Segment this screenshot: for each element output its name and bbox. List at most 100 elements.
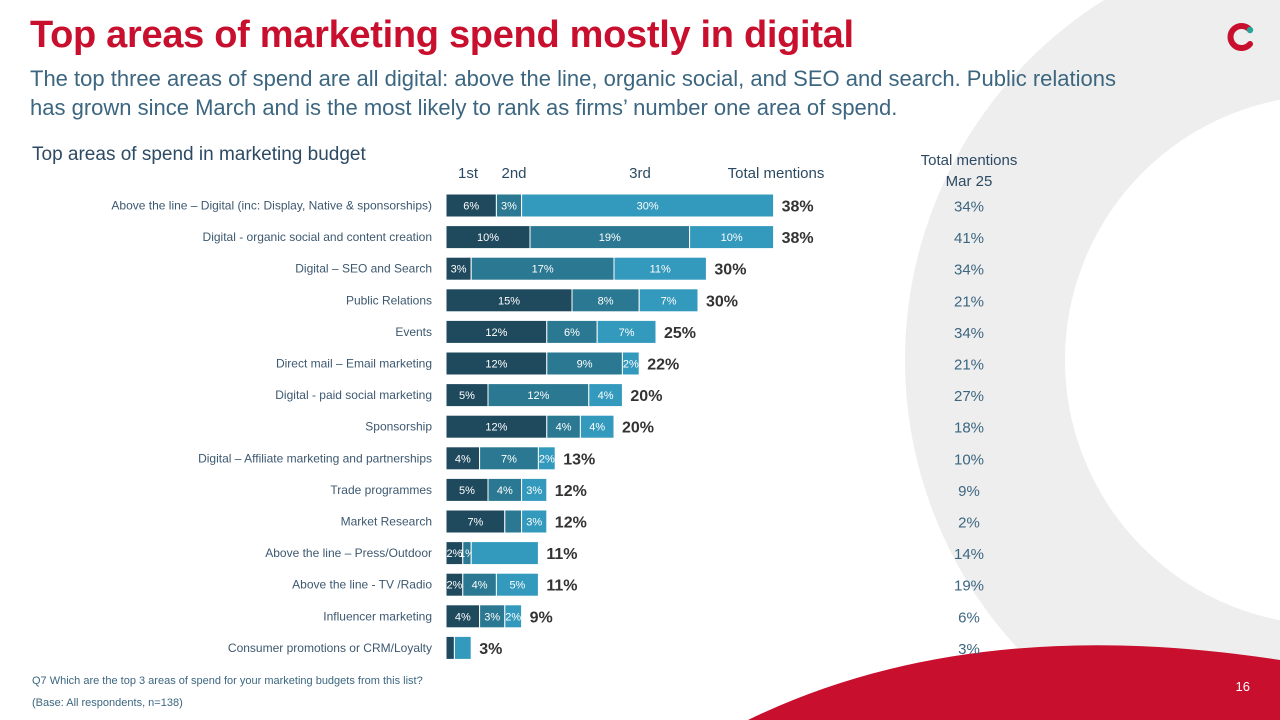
slide-subtitle: The top three areas of spend are all dig… — [30, 66, 1116, 120]
data-label-2nd: 9% — [577, 359, 593, 371]
data-label-1st: 6% — [463, 201, 479, 213]
bar-segment-3rd — [504, 604, 523, 629]
data-label-1st: 3% — [451, 264, 467, 276]
data-label-1st: 5% — [459, 485, 475, 497]
total-mentions-value: 12% — [555, 483, 587, 500]
footnote-question: Q7 Which are the top 3 areas of spend fo… — [32, 675, 423, 687]
category-label: Events — [395, 325, 432, 339]
total-mentions-value: 25% — [664, 325, 696, 342]
data-label-2nd: 3% — [484, 611, 500, 623]
category-label: Trade programmes — [330, 483, 432, 497]
total-mentions-mar25-value: 2% — [958, 515, 980, 532]
category-label: Digital – Affiliate marketing and partne… — [198, 451, 432, 465]
total-mentions-value: 22% — [647, 357, 679, 374]
bar-segment-3rd — [638, 288, 699, 313]
column-header-mar25-line1: Total mentions — [921, 152, 1018, 169]
background-ring — [905, 0, 1280, 720]
data-label-1st: 15% — [498, 295, 520, 307]
data-label-2nd: 12% — [527, 390, 549, 402]
total-mentions-mar25-value: 10% — [954, 451, 984, 468]
category-label: Influencer marketing — [323, 609, 432, 623]
data-label-2nd: 8% — [598, 295, 614, 307]
data-label-3rd: 30% — [637, 201, 659, 213]
bar-segment-3rd — [521, 193, 775, 218]
column-header-2nd: 2nd — [501, 165, 526, 182]
data-label-1st: 12% — [485, 327, 507, 339]
total-mentions-value: 20% — [630, 388, 662, 405]
total-mentions-mar25-value: 9% — [958, 483, 980, 500]
data-label-3rd: 4% — [598, 390, 614, 402]
data-label-3rd: 3% — [526, 485, 542, 497]
data-label-3rd: 5% — [509, 580, 525, 592]
bottom-wave — [748, 645, 1280, 720]
total-mentions-value: 3% — [479, 641, 502, 658]
data-label-1st: 7% — [467, 517, 483, 529]
data-label-1st: 5% — [459, 390, 475, 402]
category-label: Above the line - TV /Radio — [292, 578, 432, 592]
total-mentions-value: 9% — [530, 609, 553, 626]
column-header-3rd: 3rd — [629, 165, 651, 182]
data-label-1st: 10% — [477, 232, 499, 244]
data-label-2nd: 19% — [599, 232, 621, 244]
total-mentions-value: 30% — [714, 262, 746, 279]
category-label: Public Relations — [346, 293, 432, 307]
total-mentions-value: 38% — [782, 199, 814, 216]
category-label: Market Research — [341, 515, 432, 529]
total-mentions-mar25-value: 34% — [954, 199, 984, 216]
category-label: Digital - organic social and content cre… — [203, 230, 432, 244]
bar-segment-3rd — [596, 319, 657, 344]
total-mentions-mar25-value: 19% — [954, 578, 984, 595]
data-label-3rd: 11% — [650, 264, 671, 276]
data-label-2nd: 3% — [501, 201, 517, 213]
total-mentions-value: 30% — [706, 293, 738, 310]
data-label-1st: 4% — [455, 611, 471, 623]
data-label-2nd: 6% — [564, 327, 580, 339]
total-mentions-mar25-value: 41% — [954, 230, 984, 247]
total-mentions-value: 11% — [546, 546, 577, 563]
bar-segment-3rd — [521, 477, 548, 502]
bar-segment-3rd — [613, 256, 707, 281]
total-mentions-mar25-value: 34% — [954, 325, 984, 342]
category-label: Digital – SEO and Search — [295, 262, 432, 276]
total-mentions-mar25-value: 6% — [958, 609, 980, 626]
bar-segment-3rd — [689, 225, 775, 250]
column-header-mar25-line2: Mar 25 — [946, 173, 993, 190]
bar-segment-1st — [445, 635, 455, 660]
data-label-1st: 2% — [446, 548, 462, 560]
data-label-3rd: 3% — [526, 517, 542, 529]
data-label-2nd: 4% — [497, 485, 513, 497]
slide-title: Top areas of marketing spend mostly in d… — [30, 14, 854, 56]
data-label-2nd: 4% — [556, 422, 572, 434]
bar-segment-3rd — [579, 414, 615, 439]
brand-logo-icon — [1227, 23, 1254, 51]
page-number: 16 — [1235, 679, 1250, 694]
total-mentions-mar25-value: 21% — [954, 293, 984, 310]
category-label: Consumer promotions or CRM/Loyalty — [228, 641, 432, 655]
footnote-base: (Base: All respondents, n=138) — [32, 697, 183, 709]
bar-segment-2nd — [504, 509, 523, 534]
column-header-total: Total mentions — [728, 165, 825, 182]
data-label-3rd: 2% — [505, 611, 521, 623]
bar-segment-3rd — [470, 541, 539, 566]
data-label-3rd: 10% — [721, 232, 743, 244]
data-label-1st: 4% — [455, 453, 471, 465]
bar-segment-3rd — [521, 509, 548, 534]
total-mentions-value: 38% — [782, 230, 814, 247]
bar-segment-3rd — [537, 446, 556, 471]
category-label: Sponsorship — [365, 420, 432, 434]
data-label-2nd: 7% — [501, 453, 517, 465]
total-mentions-value: 13% — [563, 451, 595, 468]
category-label: Direct mail – Email marketing — [276, 357, 432, 371]
data-label-3rd: 4% — [589, 422, 605, 434]
total-mentions-mar25-value: 34% — [954, 262, 984, 279]
data-label-3rd: 2% — [623, 359, 639, 371]
data-label-3rd: 7% — [661, 295, 677, 307]
data-label-1st: 12% — [485, 422, 507, 434]
bar-segment-3rd — [621, 351, 640, 376]
total-mentions-value: 12% — [555, 515, 587, 532]
total-mentions-value: 11% — [546, 578, 577, 595]
total-mentions-mar25-value: 14% — [954, 546, 984, 563]
data-label-3rd: 7% — [619, 327, 635, 339]
